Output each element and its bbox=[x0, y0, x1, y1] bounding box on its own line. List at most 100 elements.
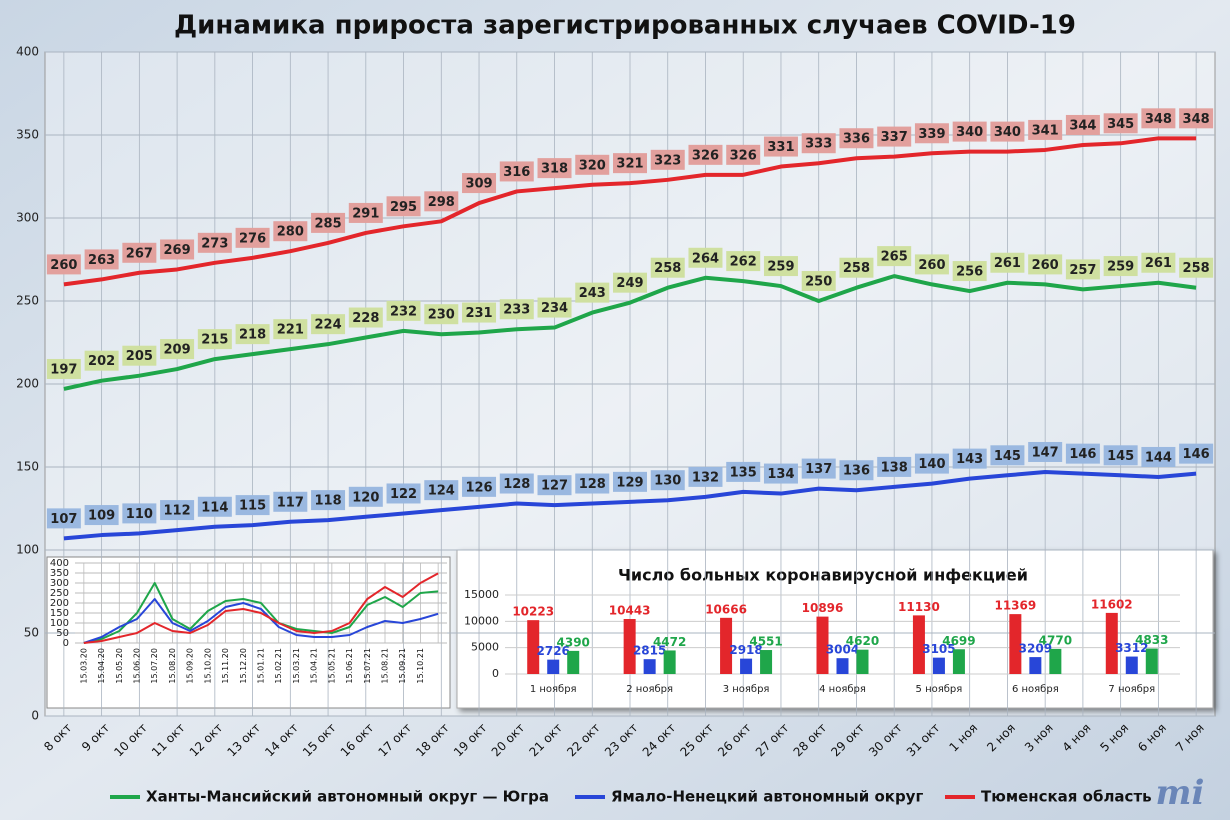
value-label: 130 bbox=[654, 474, 681, 489]
value-label-box bbox=[1028, 119, 1063, 140]
value-label: 321 bbox=[616, 157, 643, 172]
x-tick-label: 7 ноября bbox=[1108, 684, 1155, 695]
value-label-box bbox=[235, 495, 270, 516]
value-label: 344 bbox=[1069, 118, 1096, 133]
value-label-box bbox=[801, 271, 836, 291]
value-label-box bbox=[160, 339, 195, 360]
value-label-box bbox=[424, 191, 459, 212]
value-label: 2726 bbox=[537, 644, 570, 658]
value-label: 3312 bbox=[1115, 641, 1148, 655]
value-label-box bbox=[84, 249, 119, 270]
value-label-box bbox=[273, 491, 308, 512]
value-label-box bbox=[763, 136, 798, 157]
value-label: 112 bbox=[164, 504, 191, 519]
value-label-box bbox=[688, 247, 723, 268]
x-tick-label: 15.06.21 bbox=[345, 648, 354, 684]
y-tick-label: 100 bbox=[16, 543, 39, 557]
value-label-box bbox=[122, 345, 157, 366]
value-label: 259 bbox=[1107, 260, 1134, 275]
value-label: 273 bbox=[201, 236, 228, 251]
value-label: 137 bbox=[805, 462, 832, 477]
y-tick-label: 150 bbox=[50, 608, 69, 619]
y-tick-label: 200 bbox=[50, 598, 69, 609]
value-label: 3004 bbox=[826, 643, 859, 657]
value-label-box bbox=[613, 272, 647, 293]
value-label-box bbox=[197, 232, 232, 253]
value-label-box bbox=[952, 261, 987, 282]
value-label: 128 bbox=[579, 477, 606, 492]
value-label-box bbox=[1179, 108, 1214, 129]
value-label: 109 bbox=[88, 509, 115, 524]
x-tick-label: 15.08.20 bbox=[168, 648, 177, 684]
value-label-box bbox=[273, 319, 308, 340]
bar bbox=[720, 617, 733, 674]
value-label: 258 bbox=[843, 261, 870, 276]
value-label: 348 bbox=[1145, 112, 1172, 127]
value-label-box bbox=[1179, 257, 1214, 278]
value-label: 260 bbox=[918, 258, 945, 273]
series-line bbox=[83, 572, 439, 644]
x-tick-label: 15.12.20 bbox=[239, 648, 248, 684]
value-label-box bbox=[84, 505, 119, 526]
y-tick-label: 10000 bbox=[464, 614, 499, 627]
value-label: 4472 bbox=[653, 635, 686, 649]
value-label: 318 bbox=[541, 162, 568, 177]
series-line bbox=[83, 598, 439, 644]
value-label: 122 bbox=[390, 487, 417, 502]
value-label-box bbox=[650, 149, 685, 170]
value-label: 138 bbox=[881, 460, 908, 475]
inset-title: Число больных коронавирусной инфекцией bbox=[618, 566, 1028, 585]
value-label: 134 bbox=[767, 467, 794, 482]
value-label: 276 bbox=[239, 231, 266, 246]
bar bbox=[856, 649, 869, 674]
value-label: 341 bbox=[1032, 123, 1059, 138]
y-tick-label: 250 bbox=[16, 294, 39, 308]
value-label: 295 bbox=[390, 200, 417, 215]
value-label: 107 bbox=[50, 512, 77, 527]
x-tick-label: 15.01.21 bbox=[257, 648, 266, 684]
value-label: 146 bbox=[1183, 447, 1210, 462]
value-label: 326 bbox=[692, 148, 719, 163]
value-label-box bbox=[537, 475, 572, 496]
value-label: 258 bbox=[654, 261, 681, 276]
bar bbox=[836, 658, 849, 674]
y-tick-label: 0 bbox=[492, 667, 499, 680]
inset-frame bbox=[456, 549, 1214, 709]
value-label-box bbox=[537, 297, 572, 318]
value-label: 4620 bbox=[846, 634, 879, 648]
value-label: 11369 bbox=[994, 599, 1036, 613]
value-label: 115 bbox=[239, 499, 266, 514]
legend-label: Ханты-Мансийский автономный округ — Югра bbox=[146, 788, 549, 806]
value-label: 340 bbox=[994, 125, 1021, 140]
value-label-box bbox=[160, 239, 195, 260]
y-tick-label: 400 bbox=[50, 558, 69, 569]
value-label-box bbox=[348, 307, 383, 328]
value-label: 197 bbox=[50, 362, 77, 377]
value-label-box bbox=[46, 254, 81, 275]
value-label: 264 bbox=[692, 251, 719, 266]
value-label-box bbox=[273, 221, 308, 242]
value-label-box bbox=[499, 161, 534, 182]
value-label-box bbox=[914, 254, 949, 275]
value-label-box bbox=[877, 246, 912, 267]
value-label: 267 bbox=[126, 246, 153, 261]
value-label-box bbox=[575, 473, 610, 494]
value-label: 309 bbox=[465, 177, 492, 192]
value-label: 114 bbox=[201, 500, 228, 515]
value-label-box bbox=[311, 314, 346, 335]
value-label-box bbox=[839, 128, 874, 149]
value-label: 345 bbox=[1107, 117, 1134, 132]
value-label: 3209 bbox=[1019, 642, 1052, 656]
value-label-box bbox=[1141, 252, 1176, 273]
value-label: 243 bbox=[579, 286, 606, 301]
x-tick-label: 15.09.20 bbox=[186, 648, 195, 684]
value-label: 2918 bbox=[729, 643, 762, 657]
value-label-box bbox=[424, 480, 459, 501]
value-label: 221 bbox=[277, 323, 304, 338]
value-label: 110 bbox=[126, 507, 153, 522]
value-label: 261 bbox=[1145, 256, 1172, 271]
value-label-box bbox=[952, 448, 987, 469]
value-label: 285 bbox=[314, 216, 341, 231]
x-tick-label: 15.11.20 bbox=[221, 648, 230, 684]
